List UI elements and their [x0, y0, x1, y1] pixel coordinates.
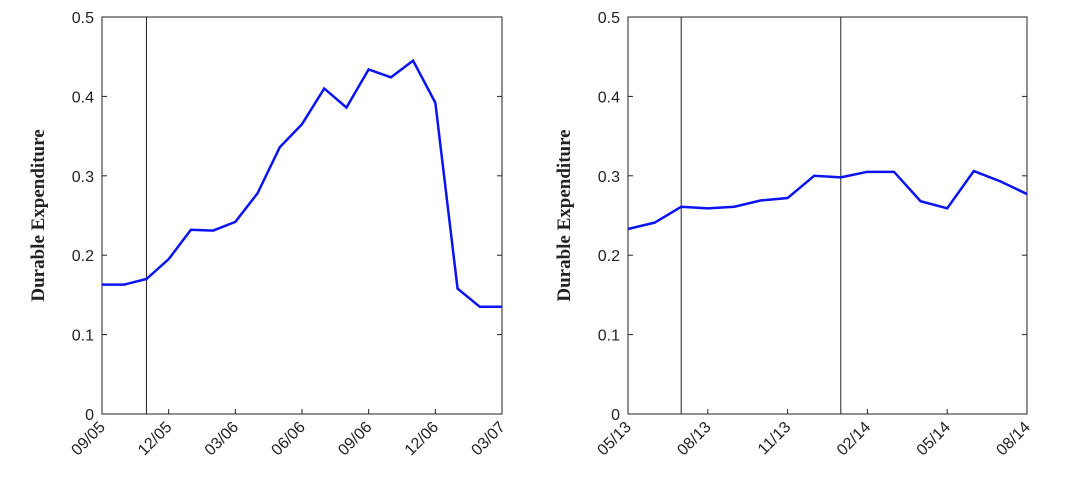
y-tick-label: 0.5	[72, 10, 94, 27]
y-axis-label: Durable Expenditure	[554, 129, 575, 301]
x-tick-label: 11/13	[755, 419, 795, 459]
y-tick-label: 0.1	[72, 328, 94, 345]
y-tick-label: 0.5	[598, 10, 620, 27]
y-tick-label: 0.4	[72, 89, 94, 106]
x-tick-label: 03/06	[202, 419, 242, 459]
y-tick-label: 0.3	[72, 169, 94, 186]
y-axis-label: Durable Expenditure	[28, 129, 49, 301]
y-tick-label: 0	[85, 407, 94, 424]
x-tick-label: 12/05	[135, 419, 175, 459]
y-tick-label: 0.4	[598, 89, 620, 106]
x-tick-label: 06/06	[268, 419, 308, 459]
x-tick-label: 12/06	[402, 419, 442, 459]
y-tick-label: 0.1	[598, 328, 620, 345]
plot-frame	[101, 16, 503, 415]
plot-frame	[627, 16, 1028, 415]
x-tick-label: 02/14	[834, 419, 874, 459]
x-tick-label: 03/07	[468, 419, 508, 459]
x-tick-label: 05/13	[594, 419, 634, 459]
x-tick-label: 05/14	[914, 419, 954, 459]
y-tick-label: 0.3	[598, 169, 620, 186]
x-tick-label: 08/13	[674, 419, 714, 459]
data-line	[102, 58, 502, 309]
y-tick-label: 0.2	[72, 248, 94, 265]
x-tick-label: 08/14	[993, 419, 1033, 459]
x-tick-label: 09/05	[68, 419, 108, 459]
y-tick-label: 0.2	[598, 248, 620, 265]
x-tick-label: 09/06	[335, 419, 375, 459]
y-tick-label: 0	[611, 407, 620, 424]
data-line	[627, 169, 1028, 231]
